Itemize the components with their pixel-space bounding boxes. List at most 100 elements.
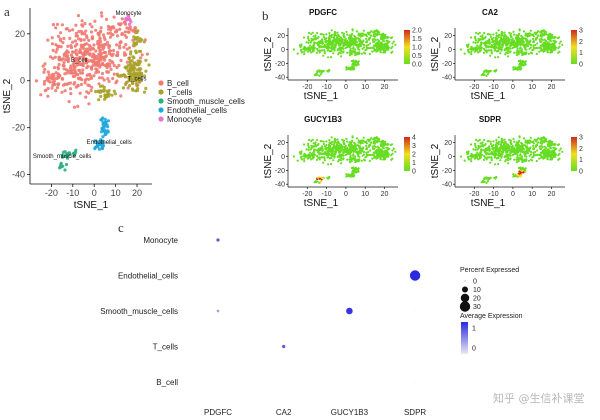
feature-point xyxy=(377,30,380,33)
feature-point xyxy=(495,153,498,156)
feature-point xyxy=(540,40,543,43)
feature-point xyxy=(300,48,303,51)
feature-point xyxy=(501,45,504,48)
colorbar-tick-label: 0.5 xyxy=(412,53,422,60)
colorbar-tick-label: 2.0 xyxy=(412,28,422,35)
feature-point xyxy=(314,141,317,144)
feature-point xyxy=(361,40,365,43)
feature-point xyxy=(345,66,348,69)
feature-point xyxy=(341,138,344,141)
feature-point xyxy=(479,142,482,145)
feature-point xyxy=(317,151,320,155)
feature-point xyxy=(497,33,501,37)
tsne-point-b-cell xyxy=(71,74,75,78)
feature-point xyxy=(342,47,345,50)
feature-point xyxy=(498,43,501,46)
feature-point xyxy=(483,138,486,142)
tsne-point-b-cell xyxy=(92,43,96,47)
tsne-point-b-cell xyxy=(72,105,77,109)
feature-point xyxy=(493,47,496,50)
feature-point xyxy=(384,36,387,39)
feature-point xyxy=(330,140,334,144)
feature-point xyxy=(543,41,546,45)
feature-point xyxy=(470,152,473,155)
feature-point xyxy=(361,141,364,144)
feature-point xyxy=(323,157,326,160)
feature-point xyxy=(482,154,486,157)
feature-point xyxy=(515,51,518,54)
feature-point xyxy=(478,138,481,141)
tsne-point-b-cell xyxy=(145,52,149,56)
tsne-point-b-cell xyxy=(94,67,98,71)
tsne-point-b-cell xyxy=(54,50,58,54)
tsne-legend-label: T_cells xyxy=(167,88,192,97)
tsne-point-b-cell xyxy=(83,81,87,85)
feature-point xyxy=(351,63,354,66)
tsne-point-b-cell xyxy=(47,79,51,83)
feature-y-tick-label: -40 xyxy=(442,182,452,189)
feature-point xyxy=(372,140,375,144)
feature-point xyxy=(519,46,522,49)
feature-point xyxy=(493,49,496,52)
feature-point xyxy=(365,40,368,44)
tsne-x-label: tSNE_1 xyxy=(74,200,109,211)
feature-point xyxy=(303,47,306,50)
feature-point xyxy=(364,33,368,37)
tsne-point-b-cell xyxy=(74,85,78,89)
dot-legend-colorbar xyxy=(461,322,468,354)
feature-point xyxy=(361,32,364,35)
feature-point xyxy=(507,153,510,156)
tsne-y-tick-label: 0 xyxy=(20,76,25,86)
feature-point xyxy=(356,45,360,49)
feature-point xyxy=(367,43,370,47)
feature-point xyxy=(509,141,512,144)
feature-point xyxy=(368,52,371,56)
feature-point xyxy=(305,148,308,151)
feature-point xyxy=(365,48,368,51)
feature-point xyxy=(488,38,491,41)
feature-point xyxy=(498,152,501,155)
feature-point xyxy=(391,149,394,152)
feature-point xyxy=(506,52,509,55)
tsne-point-t-cells xyxy=(124,66,128,70)
feature-point xyxy=(345,68,348,71)
feature-point xyxy=(314,73,317,76)
feature-point xyxy=(527,159,531,162)
feature-point xyxy=(335,148,338,151)
feature-point xyxy=(544,137,547,140)
tsne-point-b-cell xyxy=(112,64,116,68)
tsne-point-b-cell xyxy=(60,76,64,81)
feature-point xyxy=(535,52,538,56)
feature-x-tick-label: 20 xyxy=(548,191,556,198)
feature-point xyxy=(368,144,371,147)
feature-point xyxy=(331,47,334,51)
feature-point xyxy=(348,152,351,155)
feature-point xyxy=(489,54,492,57)
feature-point xyxy=(353,48,356,51)
feature-point xyxy=(509,154,512,157)
feature-point xyxy=(470,45,473,49)
feature-point xyxy=(503,40,507,43)
feature-point xyxy=(300,152,303,155)
feature-point xyxy=(518,32,521,35)
feature-point xyxy=(340,153,343,156)
feature-y-tick-label: 0 xyxy=(281,154,285,161)
feature-point xyxy=(328,42,331,45)
feature-point xyxy=(328,50,331,53)
tsne-point-b-cell xyxy=(100,14,104,18)
feature-point xyxy=(512,66,515,69)
feature-x-tick-label: 10 xyxy=(528,84,536,91)
feature-point xyxy=(346,148,349,152)
dot-plot-point xyxy=(414,239,416,241)
dot-plot-points xyxy=(216,238,421,383)
feature-point xyxy=(469,143,473,146)
feature-point xyxy=(509,151,512,154)
feature-point xyxy=(318,70,321,73)
feature-point xyxy=(344,46,347,50)
feature-point xyxy=(365,144,368,147)
feature-point xyxy=(310,158,313,161)
tsne-point-monocyte xyxy=(128,18,132,22)
feature-point xyxy=(553,143,556,146)
feature-point xyxy=(350,174,353,177)
tsne-point-b-cell xyxy=(107,46,111,50)
